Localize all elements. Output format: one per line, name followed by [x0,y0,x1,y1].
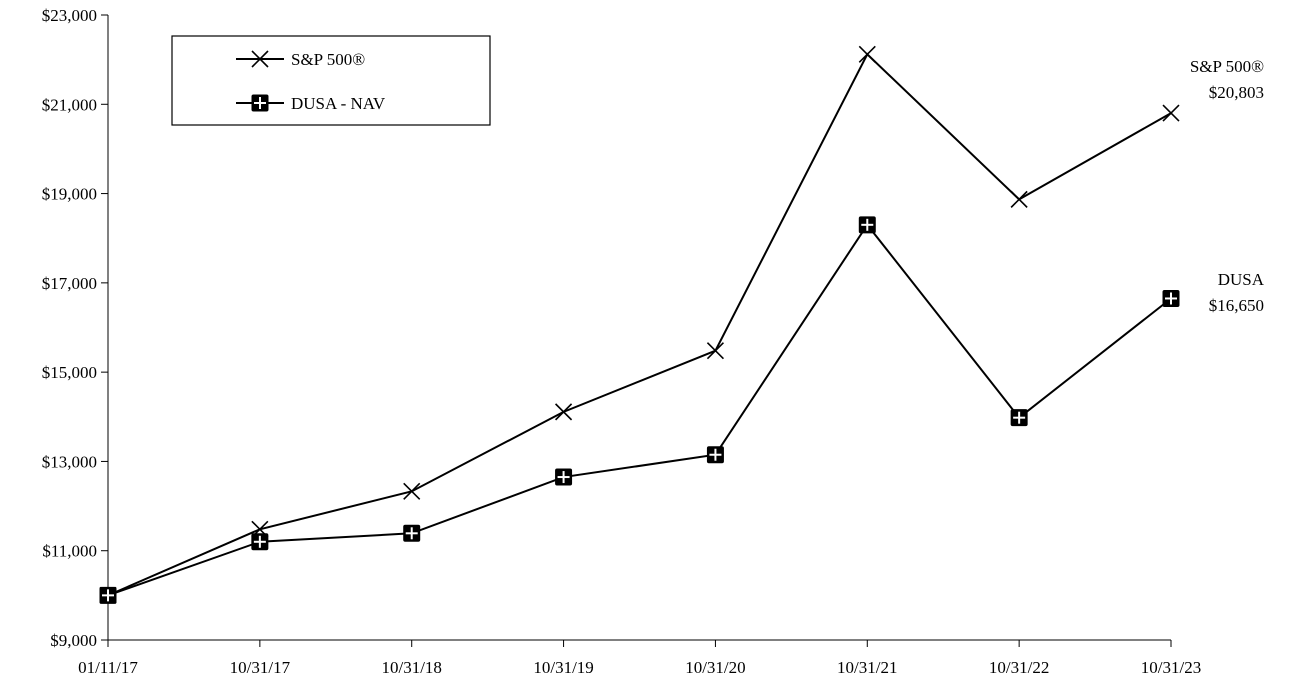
square-plus-marker-icon [251,94,269,112]
end-label-value: $16,650 [1209,296,1264,315]
y-tick-label: $9,000 [50,631,97,650]
y-tick-label: $17,000 [42,274,97,293]
x-axis-tick-labels: 01/11/17 10/31/17 10/31/18 10/31/19 10/31/20… [78,658,1201,677]
data-point [251,533,269,551]
data-point [1010,190,1028,208]
y-tick-label: $23,000 [42,6,97,25]
x-tick-label: 10/31/18 [381,658,441,677]
data-point [858,216,876,234]
x-tick-label: 10/31/23 [1141,658,1201,677]
data-point [1162,289,1180,307]
x-tick-label: 10/31/19 [533,658,593,677]
series-line [107,223,1172,597]
y-tick-label: $13,000 [42,452,97,471]
data-point [1010,409,1028,427]
x-tick-label: 10/31/21 [837,658,897,677]
series-line [107,52,1172,597]
data-point [858,45,876,63]
end-label-value: $20,803 [1209,83,1264,102]
y-tick-label: $21,000 [42,95,97,114]
data-point [99,586,117,604]
end-label-name: DUSA [1218,270,1265,289]
data-point [403,482,421,500]
legend-item: DUSA - NAV [236,94,386,113]
legend-label: S&P 500® [291,50,365,69]
x-tick-label: 10/31/17 [230,658,291,677]
legend-item: S&P 500® [236,50,365,69]
data-point [555,468,573,486]
series-sp500 [99,45,1180,604]
data-point [555,403,573,421]
x-tick-label: 10/31/20 [685,658,745,677]
y-axis-tick-labels: $9,000 $11,000 $13,000 $15,000 $17,000 $19,00… [42,6,97,650]
data-point [1162,104,1180,122]
end-labels: S&P 500® $20,803 DUSA $16,650 [1190,57,1265,315]
data-point [706,446,724,464]
end-label-name: S&P 500® [1190,57,1264,76]
legend: S&P 500® DUSA - NAV [171,35,491,126]
y-tick-label: $15,000 [42,363,97,382]
axes [101,14,1172,647]
y-tick-label: $11,000 [42,542,97,561]
legend-label: DUSA - NAV [291,94,386,113]
legend-box [171,35,491,126]
series-layer [99,45,1180,604]
x-tick-label: 01/11/17 [78,658,138,677]
data-point [403,524,421,542]
series-dusa-nav [99,216,1180,604]
x-marker-icon [251,50,269,68]
data-point [706,342,724,360]
x-tick-label: 10/31/22 [989,658,1049,677]
y-tick-label: $19,000 [42,185,97,204]
